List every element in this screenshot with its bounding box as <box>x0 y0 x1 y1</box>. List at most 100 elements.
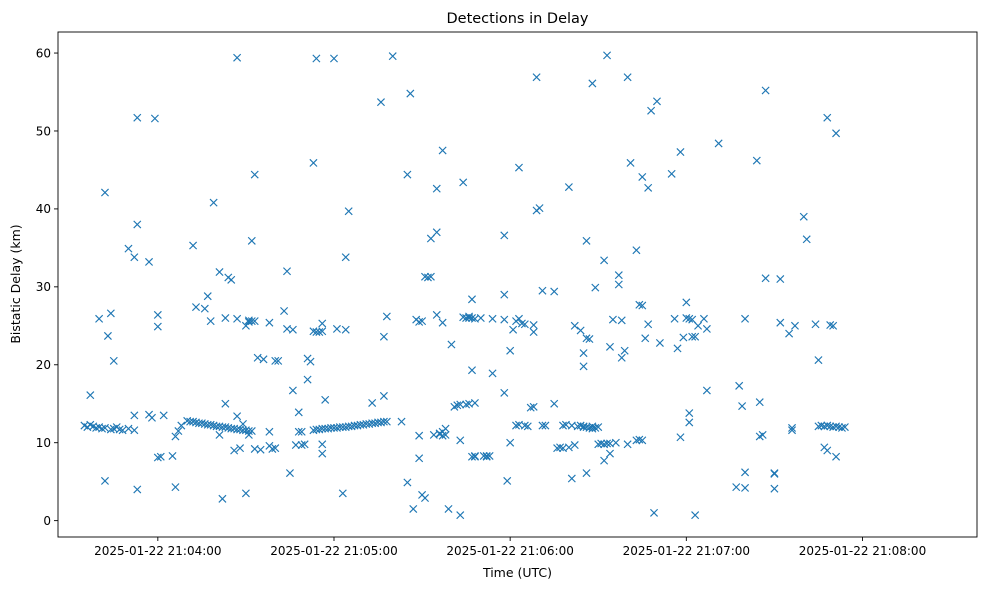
data-point <box>597 439 606 448</box>
data-point <box>611 438 620 447</box>
data-point <box>271 444 280 453</box>
data-point <box>682 298 691 307</box>
data-point <box>259 355 268 364</box>
y-tick-label: 60 <box>36 46 51 60</box>
data-point <box>133 220 142 229</box>
data-point <box>755 398 764 407</box>
data-point <box>98 424 107 433</box>
data-point <box>702 324 711 333</box>
data-point <box>312 54 321 63</box>
y-tick-label: 40 <box>36 202 51 216</box>
data-markers <box>80 51 849 520</box>
data-point <box>559 421 568 430</box>
data-point <box>415 317 424 326</box>
data-point <box>840 423 849 432</box>
x-axis-ticks: 2025-01-22 21:04:00 2025-01-22 21:05:00 20… <box>94 537 926 558</box>
data-point <box>470 398 479 407</box>
y-tick-label: 10 <box>36 436 51 450</box>
data-point <box>221 423 230 432</box>
data-point <box>318 424 327 433</box>
data-point <box>382 312 391 321</box>
data-point <box>147 413 156 422</box>
data-point <box>403 478 412 487</box>
data-point <box>415 454 424 463</box>
data-point <box>309 158 318 167</box>
data-point <box>288 386 297 395</box>
data-point <box>236 444 245 453</box>
data-point <box>467 314 476 323</box>
data-point <box>318 327 327 336</box>
data-point <box>667 169 676 178</box>
data-point <box>218 494 227 503</box>
data-point <box>379 417 388 426</box>
data-point <box>582 334 591 343</box>
data-point <box>694 321 703 330</box>
data-point <box>837 423 846 432</box>
data-point <box>418 317 427 326</box>
data-point <box>564 183 573 192</box>
x-tick-label: 2025-01-22 21:06:00 <box>446 544 573 558</box>
y-tick-label: 50 <box>36 124 51 138</box>
data-point <box>535 204 544 213</box>
data-point <box>233 412 242 421</box>
data-point <box>300 440 309 449</box>
data-point <box>691 332 700 341</box>
data-point <box>332 324 341 333</box>
data-point <box>432 228 441 237</box>
data-point <box>153 310 162 319</box>
data-point <box>397 417 406 426</box>
data-point <box>288 325 297 334</box>
data-point <box>197 419 206 428</box>
data-point <box>553 444 562 453</box>
data-point <box>274 356 283 365</box>
data-point <box>150 114 159 123</box>
data-point <box>832 129 841 138</box>
data-point <box>770 484 779 493</box>
data-point <box>500 315 509 324</box>
data-point <box>189 417 198 426</box>
data-point <box>297 441 306 450</box>
data-point <box>306 357 315 366</box>
data-point <box>541 421 550 430</box>
data-point <box>215 430 224 439</box>
data-point <box>456 400 465 409</box>
data-point <box>168 451 177 460</box>
data-point <box>626 158 635 167</box>
data-point <box>685 409 694 418</box>
data-point <box>785 329 794 338</box>
data-point <box>579 422 588 431</box>
data-point <box>567 474 576 483</box>
data-point <box>318 449 327 458</box>
data-point <box>189 241 198 250</box>
data-point <box>203 292 212 301</box>
data-point <box>500 388 509 397</box>
data-point <box>650 508 659 517</box>
data-point <box>315 328 324 337</box>
data-point <box>250 317 259 326</box>
data-point <box>291 441 300 450</box>
data-point <box>209 198 218 207</box>
data-point <box>426 234 435 243</box>
data-point <box>406 89 415 98</box>
plot-area <box>57 31 978 538</box>
data-point <box>788 426 797 435</box>
data-point <box>550 287 559 296</box>
data-point <box>570 441 579 450</box>
data-point <box>280 306 289 316</box>
data-point <box>685 418 694 427</box>
data-point <box>421 494 430 503</box>
data-point <box>617 353 626 362</box>
data-point <box>153 322 162 331</box>
data-point <box>732 483 741 492</box>
data-point <box>605 342 614 351</box>
data-point <box>526 403 535 412</box>
data-point <box>476 314 485 323</box>
data-point <box>467 366 476 375</box>
data-point <box>133 113 142 122</box>
data-point <box>564 443 573 452</box>
data-point <box>761 86 770 95</box>
x-tick-label: 2025-01-22 21:04:00 <box>94 544 221 558</box>
data-point <box>500 290 509 299</box>
data-point <box>638 172 647 181</box>
